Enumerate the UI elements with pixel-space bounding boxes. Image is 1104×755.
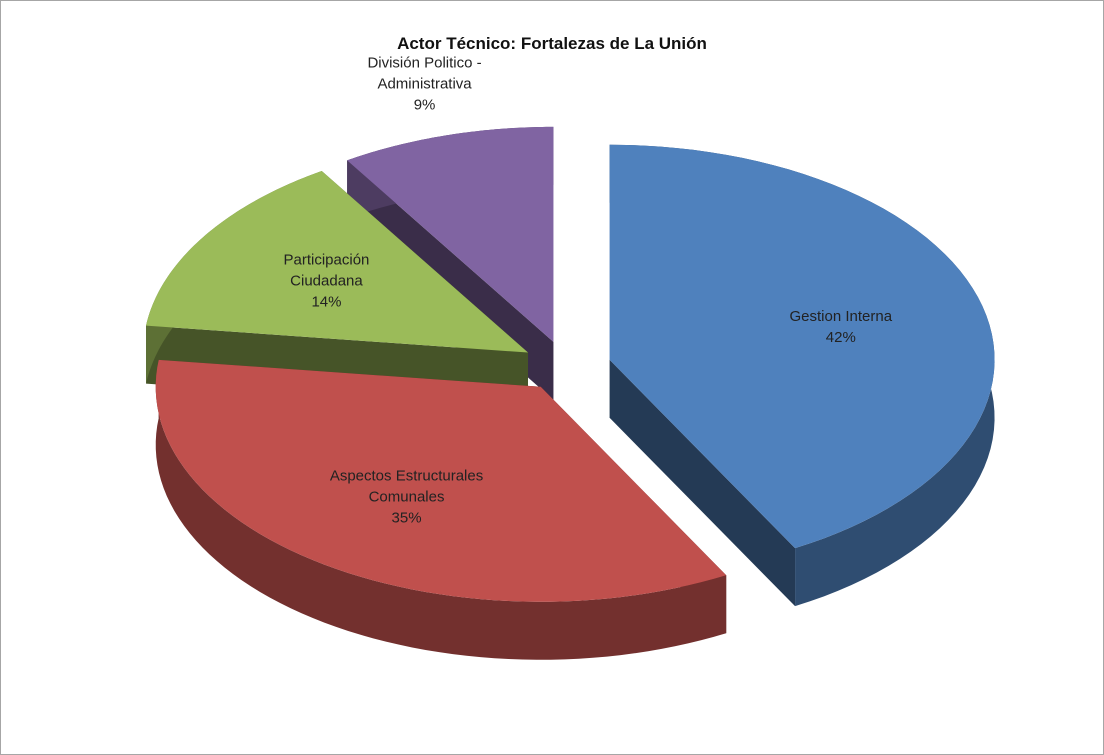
slice-wall — [155, 359, 727, 660]
slice-top — [609, 144, 995, 549]
value-label: 14% — [311, 293, 342, 311]
slice-top — [347, 126, 554, 342]
slice-top — [155, 359, 727, 602]
data-label: División Politico - Administrativa 9% — [357, 53, 492, 116]
value-label: 35% — [391, 509, 422, 527]
slice-top — [146, 171, 529, 353]
data-label: Participación Ciudadana 14% — [259, 250, 394, 313]
data-label: Gestion Interna 42% — [753, 306, 928, 348]
data-label: Aspectos Estructurales Comunales 35% — [319, 466, 494, 529]
category-label: Gestion Interna — [789, 307, 893, 325]
category-label: Aspectos Estructurales Comunales — [329, 467, 484, 506]
category-label: Participación Ciudadana — [283, 251, 370, 290]
pie-slice — [155, 359, 727, 660]
pie-slice — [609, 144, 995, 607]
slice-side — [609, 359, 796, 607]
value-label: 42% — [825, 328, 856, 346]
chart-title: Actor Técnico: Fortalezas de La Unión — [397, 34, 707, 53]
category-label: División Politico - Administrativa — [367, 54, 482, 93]
value-label: 9% — [413, 96, 436, 114]
